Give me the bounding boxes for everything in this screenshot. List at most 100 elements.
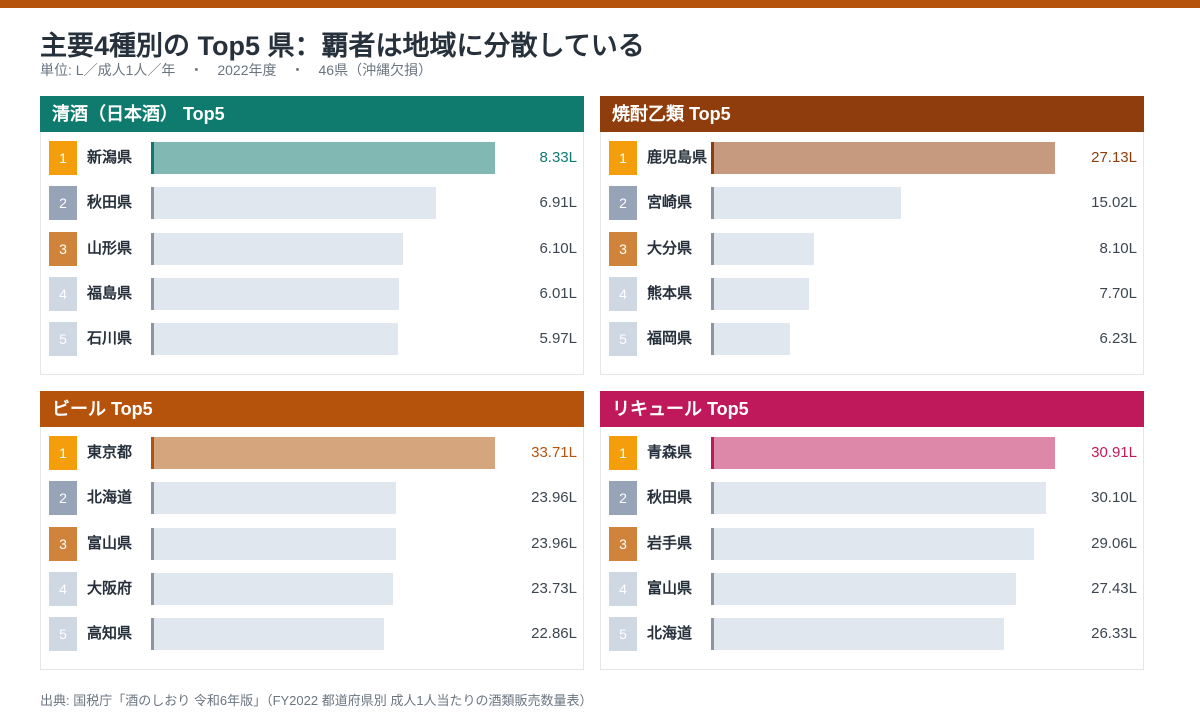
bar-edge — [711, 437, 714, 469]
category-label: 北海道 — [647, 625, 693, 643]
rank-badge: 4 — [49, 276, 77, 311]
bar-row: 2 秋田県 6.91L — [49, 186, 577, 221]
category-label: 富山県 — [647, 579, 693, 597]
bar-edge — [711, 142, 714, 174]
panel-title: ビール Top5 — [40, 391, 584, 427]
rank-badge: 5 — [609, 617, 637, 652]
bar-row: 2 秋田県 30.10L — [609, 481, 1137, 516]
bar-edge — [151, 527, 154, 560]
bar — [151, 572, 394, 605]
value-label: 5.97L — [539, 330, 577, 348]
value-label: 27.43L — [1091, 579, 1137, 597]
bar-track — [151, 527, 495, 560]
bar-row: 4 熊本県 7.70L — [609, 276, 1137, 311]
value-label: 23.73L — [531, 579, 577, 597]
category-label: 青森県 — [647, 444, 693, 461]
value-label: 8.33L — [539, 149, 577, 166]
bar-edge — [151, 618, 154, 651]
source-note: 出典: 国税庁「酒のしおり 令和6年版」（FY2022 都道府県別 成人1人当た… — [40, 693, 593, 708]
value-label: 6.23L — [1099, 330, 1137, 348]
bar-edge — [151, 572, 154, 605]
rank-badge: 3 — [609, 526, 637, 561]
bar — [151, 142, 495, 174]
category-label: 福岡県 — [647, 330, 693, 348]
bar — [711, 527, 1035, 560]
category-label: 熊本県 — [647, 284, 693, 302]
rank-badge: 1 — [49, 436, 77, 470]
bar — [711, 323, 790, 356]
category-label: 新潟県 — [87, 149, 133, 166]
bar — [711, 572, 1017, 605]
rank-badge: 3 — [609, 231, 637, 266]
bar-track — [151, 187, 495, 220]
bar-track — [151, 482, 495, 515]
bar-row: 5 石川県 5.97L — [49, 322, 577, 357]
category-label: 大阪府 — [87, 579, 133, 597]
category-label: 北海道 — [87, 489, 133, 507]
bar-track — [711, 572, 1055, 605]
bar — [711, 142, 1055, 174]
bar-edge — [151, 323, 154, 356]
bar — [151, 618, 385, 651]
category-label: 鹿児島県 — [647, 149, 708, 166]
rank-badge: 2 — [609, 186, 637, 221]
rank-badge: 3 — [49, 231, 77, 266]
bar-row: 1 鹿児島県 27.13L — [609, 141, 1137, 175]
panel-liqueur: リキュール Top5 1 青森県 30.91L 2 秋田県 30.10L 3 岩手県 29.06L… — [600, 391, 1144, 670]
rank-badge: 1 — [609, 141, 637, 175]
value-label: 8.10L — [1099, 239, 1137, 257]
panel-title: 清酒（日本酒） Top5 — [40, 96, 584, 132]
category-label: 高知県 — [87, 625, 133, 643]
bar-track — [711, 232, 1055, 265]
bar-row: 4 富山県 27.43L — [609, 571, 1137, 606]
panel-sake: 清酒（日本酒） Top5 1 新潟県 8.33L 2 秋田県 6.91L 3 山形県 6.10L 4… — [40, 96, 584, 375]
bar — [711, 618, 1005, 651]
bar-row: 5 福岡県 6.23L — [609, 322, 1137, 357]
value-label: 7.70L — [1099, 284, 1137, 302]
value-label: 22.86L — [531, 625, 577, 643]
value-label: 6.91L — [539, 194, 577, 212]
bar — [151, 482, 396, 515]
rank-badge: 3 — [49, 526, 77, 561]
bar-edge — [711, 187, 714, 220]
rank-badge: 1 — [49, 141, 77, 175]
bar-row: 3 山形県 6.10L — [49, 231, 577, 266]
rank-badge: 5 — [49, 322, 77, 357]
category-label: 大分県 — [647, 239, 693, 257]
category-label: 秋田県 — [647, 489, 693, 507]
bar-row: 2 宮崎県 15.02L — [609, 186, 1137, 221]
bar-row: 3 富山県 23.96L — [49, 526, 577, 561]
bar-track — [151, 618, 495, 651]
bar-row: 1 東京都 33.71L — [49, 436, 577, 470]
rank-badge: 1 — [609, 436, 637, 470]
bar-edge — [711, 482, 714, 515]
value-label: 23.96L — [531, 489, 577, 507]
bar-edge — [151, 437, 154, 469]
bar-edge — [151, 482, 154, 515]
rank-badge: 2 — [49, 186, 77, 221]
bar-row: 3 大分県 8.10L — [609, 231, 1137, 266]
bar-edge — [711, 323, 714, 356]
rank-badge: 2 — [49, 481, 77, 516]
bar-edge — [151, 142, 154, 174]
category-label: 東京都 — [87, 444, 133, 461]
bar-row: 3 岩手県 29.06L — [609, 526, 1137, 561]
bar-track — [151, 323, 495, 356]
category-label: 富山県 — [87, 534, 133, 552]
value-label: 23.96L — [531, 534, 577, 552]
bar-edge — [711, 527, 714, 560]
bar-row: 2 北海道 23.96L — [49, 481, 577, 516]
bar-edge — [151, 187, 154, 220]
bar-edge — [151, 277, 154, 310]
value-label: 15.02L — [1091, 194, 1137, 212]
bar-row: 4 福島県 6.01L — [49, 276, 577, 311]
value-label: 26.33L — [1091, 625, 1137, 643]
rank-badge: 4 — [49, 571, 77, 606]
bar-track — [711, 323, 1055, 356]
bar-edge — [711, 572, 714, 605]
rank-badge: 4 — [609, 571, 637, 606]
value-label: 30.10L — [1091, 489, 1137, 507]
bar-row: 5 北海道 26.33L — [609, 617, 1137, 652]
bar-track — [151, 142, 495, 174]
value-label: 6.01L — [539, 284, 577, 302]
